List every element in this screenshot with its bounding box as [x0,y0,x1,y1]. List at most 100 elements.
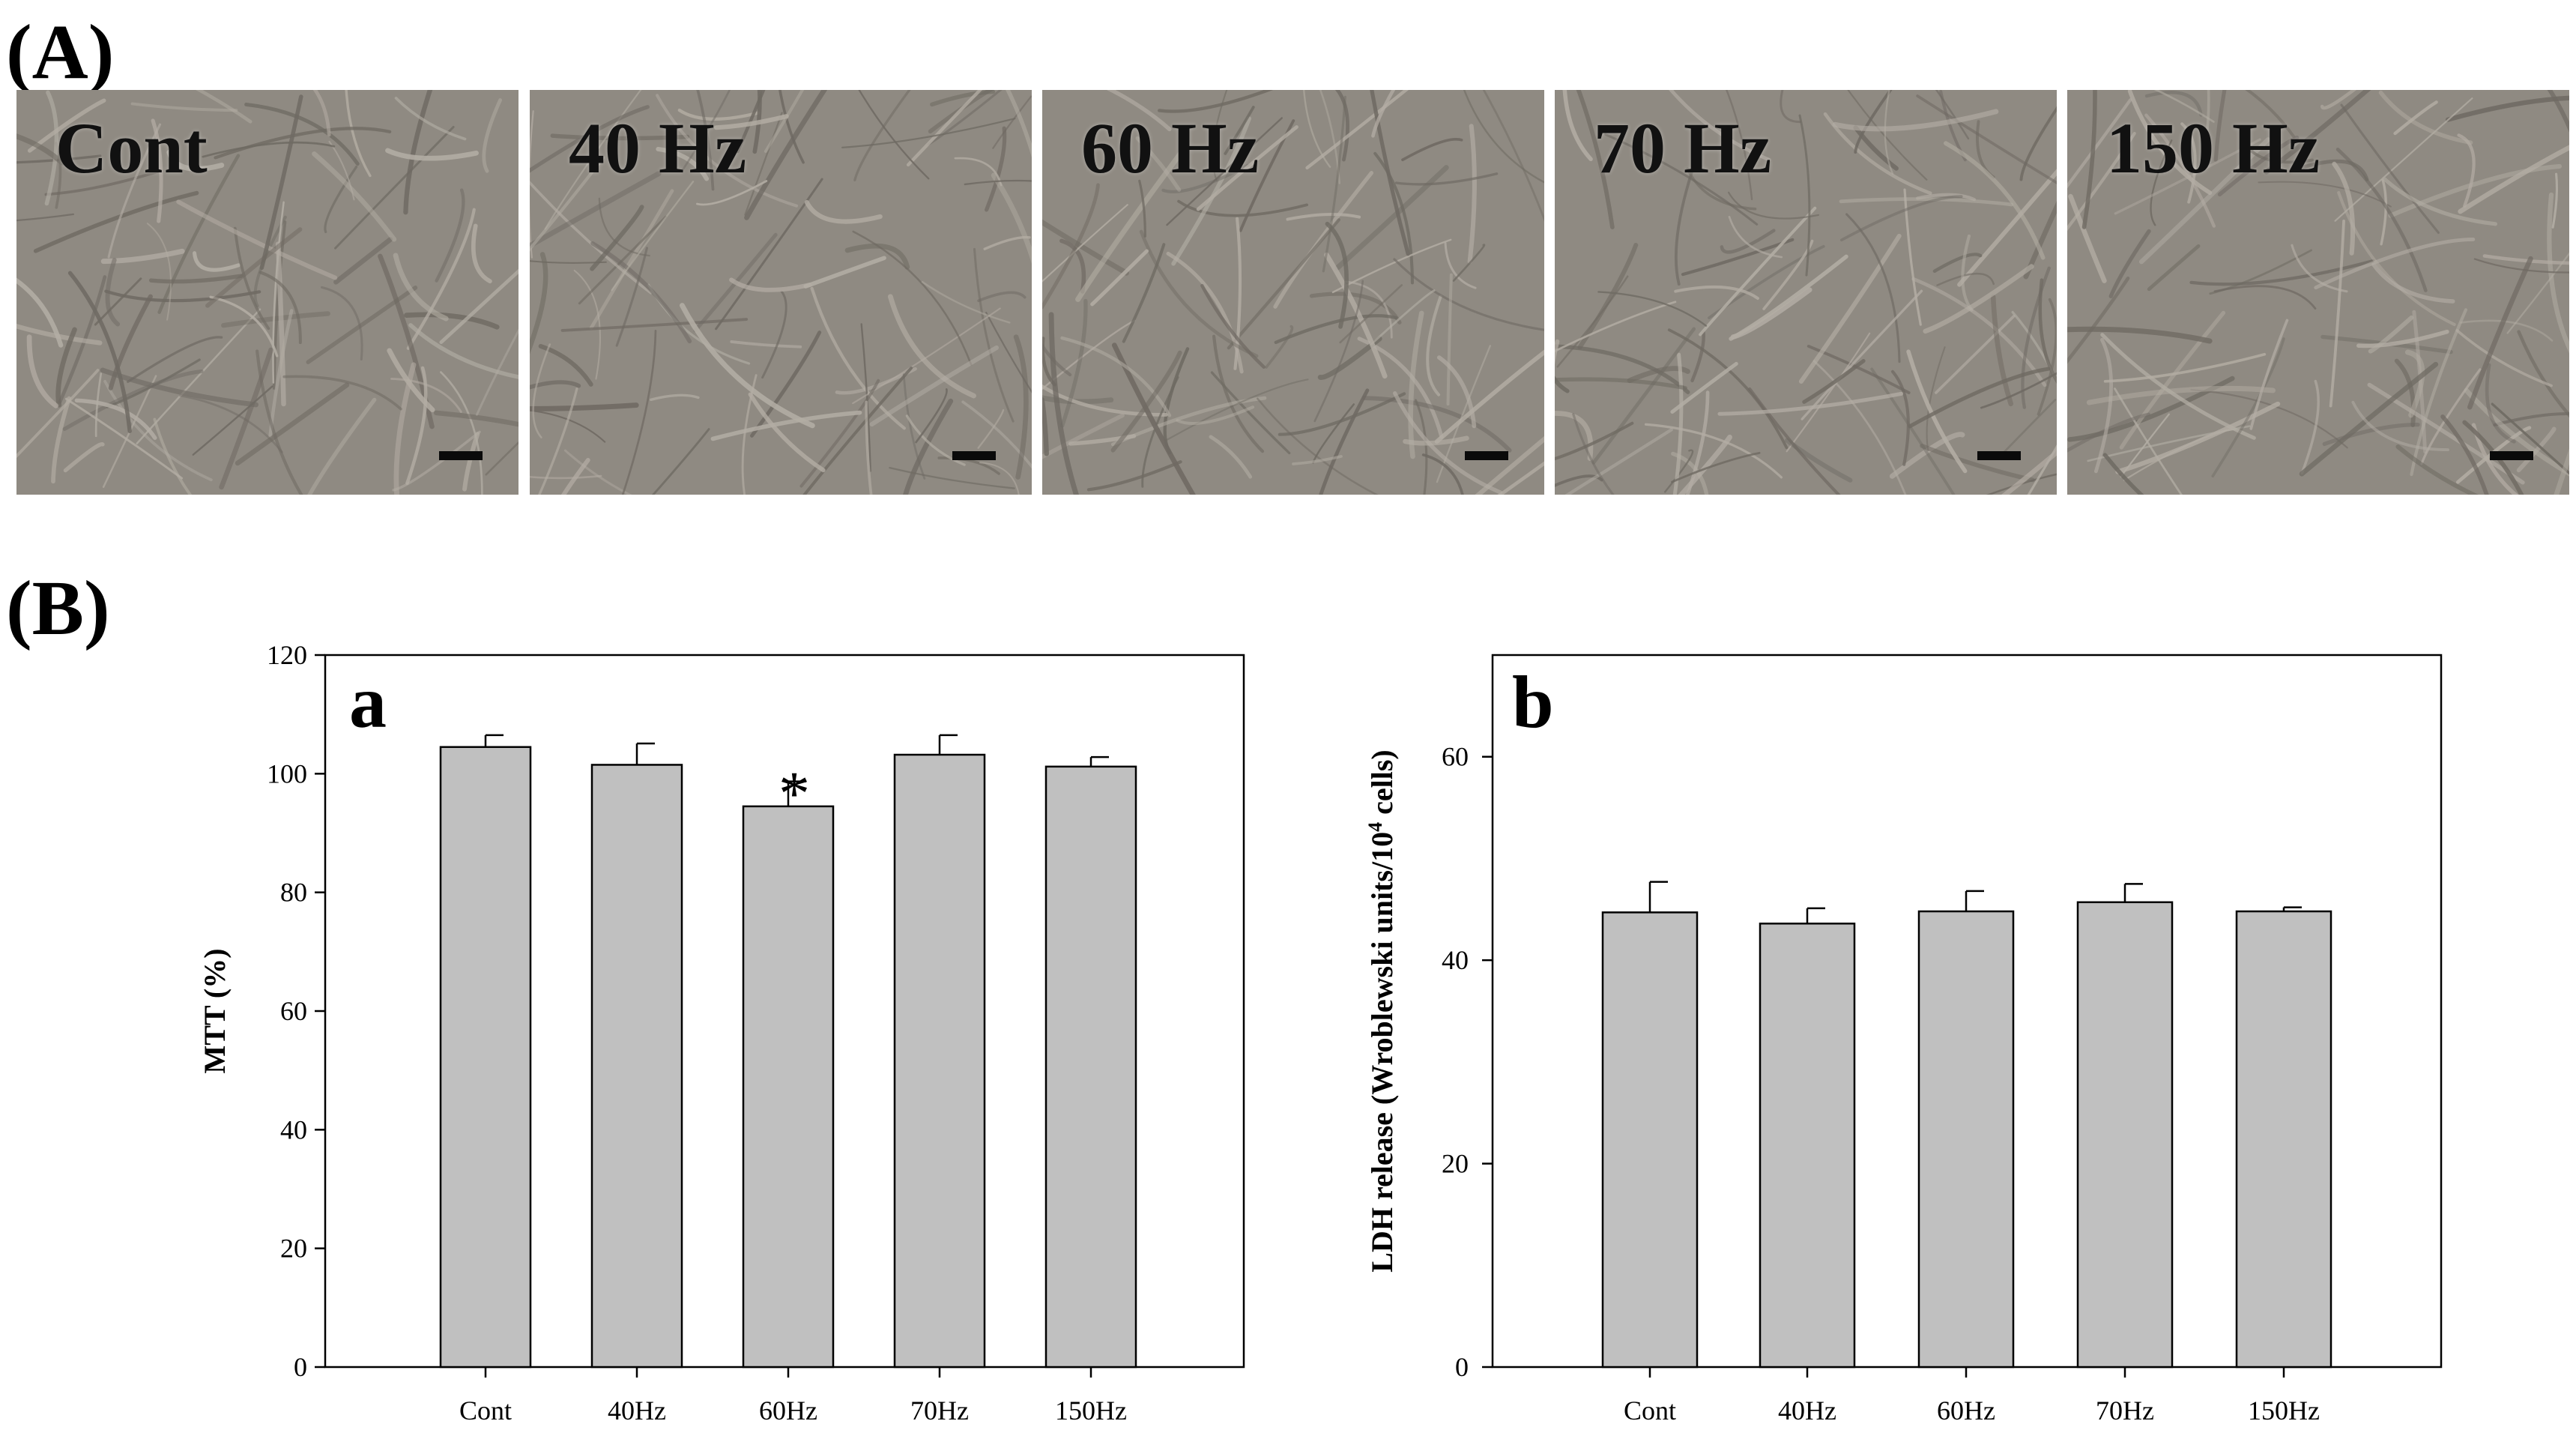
cell-fiber [1903,188,1922,326]
cell-fiber [2300,159,2369,181]
scale-bar [1977,451,2021,460]
cell-fiber [1403,435,1469,446]
bar-60hz [742,805,835,1369]
cell-fiber [1361,396,1512,453]
cell-fiber [1265,325,1294,369]
cell-group [1042,90,1544,495]
cell-fiber [1444,242,1477,289]
cell-fiber [1060,336,1172,417]
cell-fiber [729,277,812,292]
significance-marker: * [778,759,810,829]
cell-fiber [2123,428,2237,481]
cell-fiber [2153,90,2215,123]
cell-fiber [2081,90,2097,229]
cell-fiber [2368,315,2414,354]
cell-fiber [544,90,642,230]
cell-fiber [235,382,350,466]
cell-fiber [1577,243,1639,350]
x-tick-label: 70Hz [2096,1396,2154,1426]
cell-fiber [927,90,1003,146]
cell-fiber [2356,329,2449,349]
cell-fiber [1373,151,1414,285]
cell-fiber [2144,113,2216,228]
cell-fiber [2445,95,2569,122]
x-tick-label: 60Hz [1937,1396,1995,1426]
panel-label-b: (B) [6,565,110,651]
cell-fiber [985,126,1007,212]
cell-fiber [192,251,241,272]
y-tick-label: 40 [1442,945,1469,975]
cell-fiber [1916,193,1977,202]
cell-fiber [865,400,873,495]
cell-fiber [1042,397,1049,456]
cell-fiber [844,243,910,270]
cell-fiber [2300,379,2320,475]
cell-fiber [2147,244,2201,292]
scale-bar [952,451,996,460]
cell-fiber [1393,258,1544,331]
cell-fiber [2264,90,2371,175]
x-tick-label: 150Hz [1055,1396,1127,1426]
cell-fiber [2086,385,2276,405]
cell-fiber [1006,90,1032,158]
cell-fiber [1644,423,1783,479]
cell-fiber [2103,352,2267,383]
cell-fiber [404,312,500,330]
cell-fiber [485,441,518,476]
cell-fiber [713,114,789,130]
cell-fiber [2380,178,2387,246]
cell-fiber [681,90,731,172]
cell-fiber [2485,363,2516,444]
cell-fiber [621,329,657,495]
cell-fiber [1944,141,2046,260]
cell-texture [2067,90,2569,495]
cell-fiber [1564,428,1673,495]
cell-fiber [307,397,377,495]
cell-fiber [2493,412,2569,426]
cell-fiber [860,323,871,472]
cell-fiber [615,247,648,347]
cell-fiber [434,410,518,427]
cell-fiber [1370,90,1410,256]
cell-fiber [560,318,749,332]
cell-fiber [2291,244,2348,293]
cell-fiber [462,432,480,492]
cell-fiber [930,90,996,107]
cell-fiber [2554,448,2569,495]
cell-fiber [1727,191,1820,220]
cell-fiber [2217,136,2300,197]
cell-fiber [1762,239,1814,310]
cell-fiber [1555,421,1634,461]
cell-fiber [62,369,204,431]
cell-fiber [1911,277,2047,387]
cell-fiber [1669,90,1771,162]
cell-fiber [176,199,338,280]
cell-fiber [1303,90,1331,168]
cell-fiber [1699,206,1817,337]
cell-fiber [2138,137,2271,265]
cell-fiber [2383,177,2497,226]
cell-fiber [2473,258,2569,274]
cell-fiber [1802,358,1866,404]
x-tick-label: 150Hz [2248,1396,2320,1426]
cell-fiber [2460,319,2554,342]
cell-fiber [2144,91,2203,117]
cell-fiber [195,90,253,124]
cell-fiber [104,289,261,303]
cell-fiber [333,237,393,285]
cell-fiber [1042,384,1168,417]
cell-fiber [94,372,103,438]
cell-fiber [2119,310,2226,450]
cell-fiber [1060,298,1088,428]
cell-fiber [2258,181,2392,208]
cell-fiber [2378,90,2473,145]
cell-fiber [103,379,213,482]
cell-fiber [258,271,302,345]
cell-fiber [1086,460,1182,492]
cell-fiber [1678,434,1732,495]
cell-fiber [1165,378,1309,441]
cell-fiber [108,294,153,390]
cell-fiber [696,90,715,191]
cell-fiber [532,343,551,438]
cell-fiber [1556,275,1629,368]
